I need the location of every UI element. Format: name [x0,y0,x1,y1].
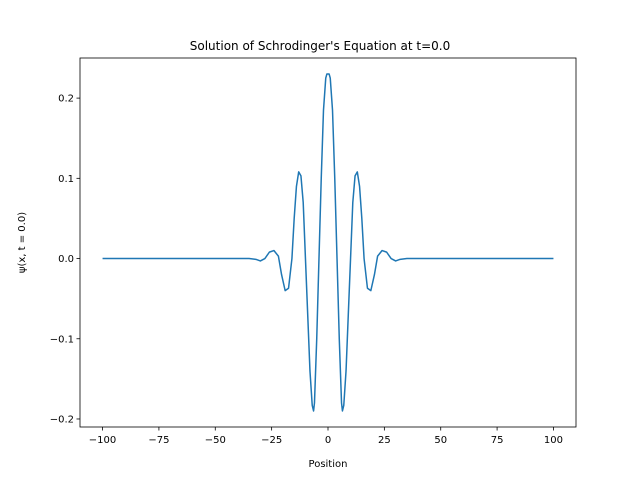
x-tick-label: 25 [378,435,391,446]
x-tick-label: 75 [491,435,504,446]
plot-area [102,73,554,412]
series-line-0 [102,73,554,412]
x-axis: −100 −75 −50 −25 0 25 50 75 100 [89,427,563,446]
y-axis-label: ψ(x, t = 0.0) [17,212,28,273]
y-tick-label: 0.2 [58,94,74,105]
x-tick-label: −25 [261,435,282,446]
x-axis-label: Position [309,459,348,470]
x-tick-label: −75 [148,435,169,446]
x-tick-label: 50 [434,435,447,446]
y-tick-label: 0.1 [58,174,74,185]
x-tick-label: −100 [89,435,116,446]
chart-title: Solution of Schrodinger's Equation at t=… [190,39,450,53]
y-tick-label: −0.1 [50,334,74,345]
x-tick-label: 100 [544,435,563,446]
y-tick-label: 0.0 [58,254,74,265]
x-tick-label: −50 [205,435,226,446]
y-axis: −0.2 −0.1 0.0 0.1 0.2 [50,94,80,425]
x-tick-label: 0 [325,435,331,446]
y-tick-label: −0.2 [50,414,74,425]
axes-frame [79,57,577,428]
